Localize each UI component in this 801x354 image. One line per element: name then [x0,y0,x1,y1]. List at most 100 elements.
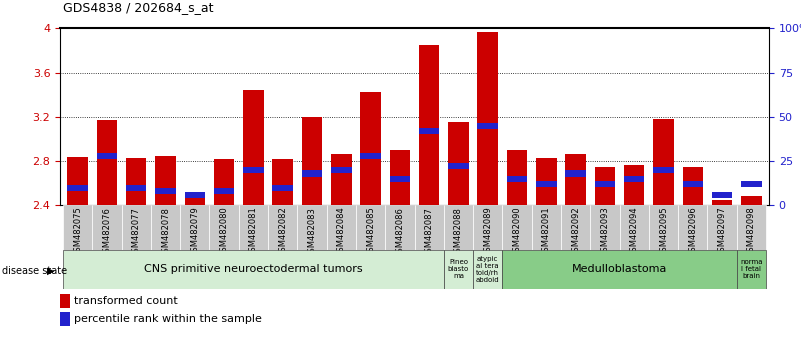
Bar [302,170,322,177]
Bar [184,192,205,198]
FancyBboxPatch shape [63,250,444,289]
Bar [389,176,410,182]
Text: GSM482075: GSM482075 [73,207,83,257]
Bar [331,167,352,173]
Text: atypic
al tera
toid/rh
abdoid: atypic al tera toid/rh abdoid [476,256,500,282]
Text: GSM482083: GSM482083 [308,207,316,257]
Text: GSM482076: GSM482076 [103,207,111,257]
FancyBboxPatch shape [327,205,356,250]
Text: GSM482084: GSM482084 [336,207,346,257]
Bar [654,119,674,205]
Text: GSM482089: GSM482089 [483,207,493,257]
Bar [449,122,469,205]
FancyBboxPatch shape [444,205,473,250]
Bar [654,167,674,173]
Text: CNS primitive neuroectodermal tumors: CNS primitive neuroectodermal tumors [144,264,363,274]
Bar [302,117,322,205]
Text: GSM482095: GSM482095 [659,207,668,257]
Text: GSM482096: GSM482096 [688,207,698,257]
Text: GSM482082: GSM482082 [278,207,288,257]
FancyBboxPatch shape [473,205,502,250]
Bar [184,192,205,205]
FancyBboxPatch shape [561,205,590,250]
Bar [272,184,293,191]
FancyBboxPatch shape [356,205,385,250]
Text: GSM482081: GSM482081 [249,207,258,257]
FancyBboxPatch shape [678,205,707,250]
Text: GSM482092: GSM482092 [571,207,580,257]
FancyBboxPatch shape [473,250,502,289]
Text: GSM482086: GSM482086 [396,207,405,257]
Bar [594,167,615,205]
FancyBboxPatch shape [737,250,766,289]
Bar [155,188,175,194]
FancyBboxPatch shape [444,250,473,289]
FancyBboxPatch shape [532,205,561,250]
FancyBboxPatch shape [590,205,619,250]
Text: GSM482088: GSM482088 [454,207,463,257]
Bar [682,167,703,205]
FancyBboxPatch shape [151,205,180,250]
Bar [67,184,88,191]
FancyBboxPatch shape [619,205,649,250]
Bar [126,158,147,205]
FancyBboxPatch shape [737,205,766,250]
Bar [97,153,117,159]
Bar [126,184,147,191]
Bar [624,176,645,182]
FancyBboxPatch shape [385,205,414,250]
FancyBboxPatch shape [414,205,444,250]
FancyBboxPatch shape [268,205,297,250]
Bar [477,32,498,205]
Text: GSM482090: GSM482090 [513,207,521,257]
FancyBboxPatch shape [92,205,122,250]
Bar [244,167,264,173]
Text: GSM482085: GSM482085 [366,207,375,257]
Bar [67,156,88,205]
Text: GSM482077: GSM482077 [131,207,141,257]
Bar [624,165,645,205]
Bar [419,45,440,205]
Bar [741,181,762,187]
Bar [244,90,264,205]
Bar [566,170,586,177]
Text: GDS4838 / 202684_s_at: GDS4838 / 202684_s_at [63,1,214,14]
Text: GSM482097: GSM482097 [718,207,727,257]
Bar [389,150,410,205]
Bar [712,192,732,198]
Bar [566,154,586,205]
Text: GSM482079: GSM482079 [191,207,199,257]
Bar [360,92,380,205]
Bar [536,158,557,205]
Text: norma
l fetal
brain: norma l fetal brain [740,259,763,279]
Text: GSM482080: GSM482080 [219,207,228,257]
Bar [214,188,235,194]
FancyBboxPatch shape [180,205,210,250]
FancyBboxPatch shape [239,205,268,250]
Text: GSM482093: GSM482093 [601,207,610,257]
FancyBboxPatch shape [502,205,532,250]
FancyBboxPatch shape [122,205,151,250]
Bar [507,150,527,205]
Text: GSM482091: GSM482091 [541,207,551,257]
Bar [477,122,498,129]
FancyBboxPatch shape [707,205,737,250]
Text: percentile rank within the sample: percentile rank within the sample [74,314,262,324]
Bar [712,200,732,205]
Bar [272,159,293,205]
Text: transformed count: transformed count [74,296,178,306]
Bar [594,181,615,187]
Bar [741,196,762,205]
Text: Medulloblastoma: Medulloblastoma [572,264,667,274]
Text: GSM482094: GSM482094 [630,207,638,257]
Text: GSM482098: GSM482098 [747,207,756,257]
Text: ▶: ▶ [47,266,54,276]
Bar [682,181,703,187]
Bar [97,120,117,205]
FancyBboxPatch shape [297,205,327,250]
Text: disease state: disease state [2,266,66,276]
Bar [449,163,469,170]
Bar [155,155,175,205]
Bar [507,176,527,182]
FancyBboxPatch shape [210,205,239,250]
